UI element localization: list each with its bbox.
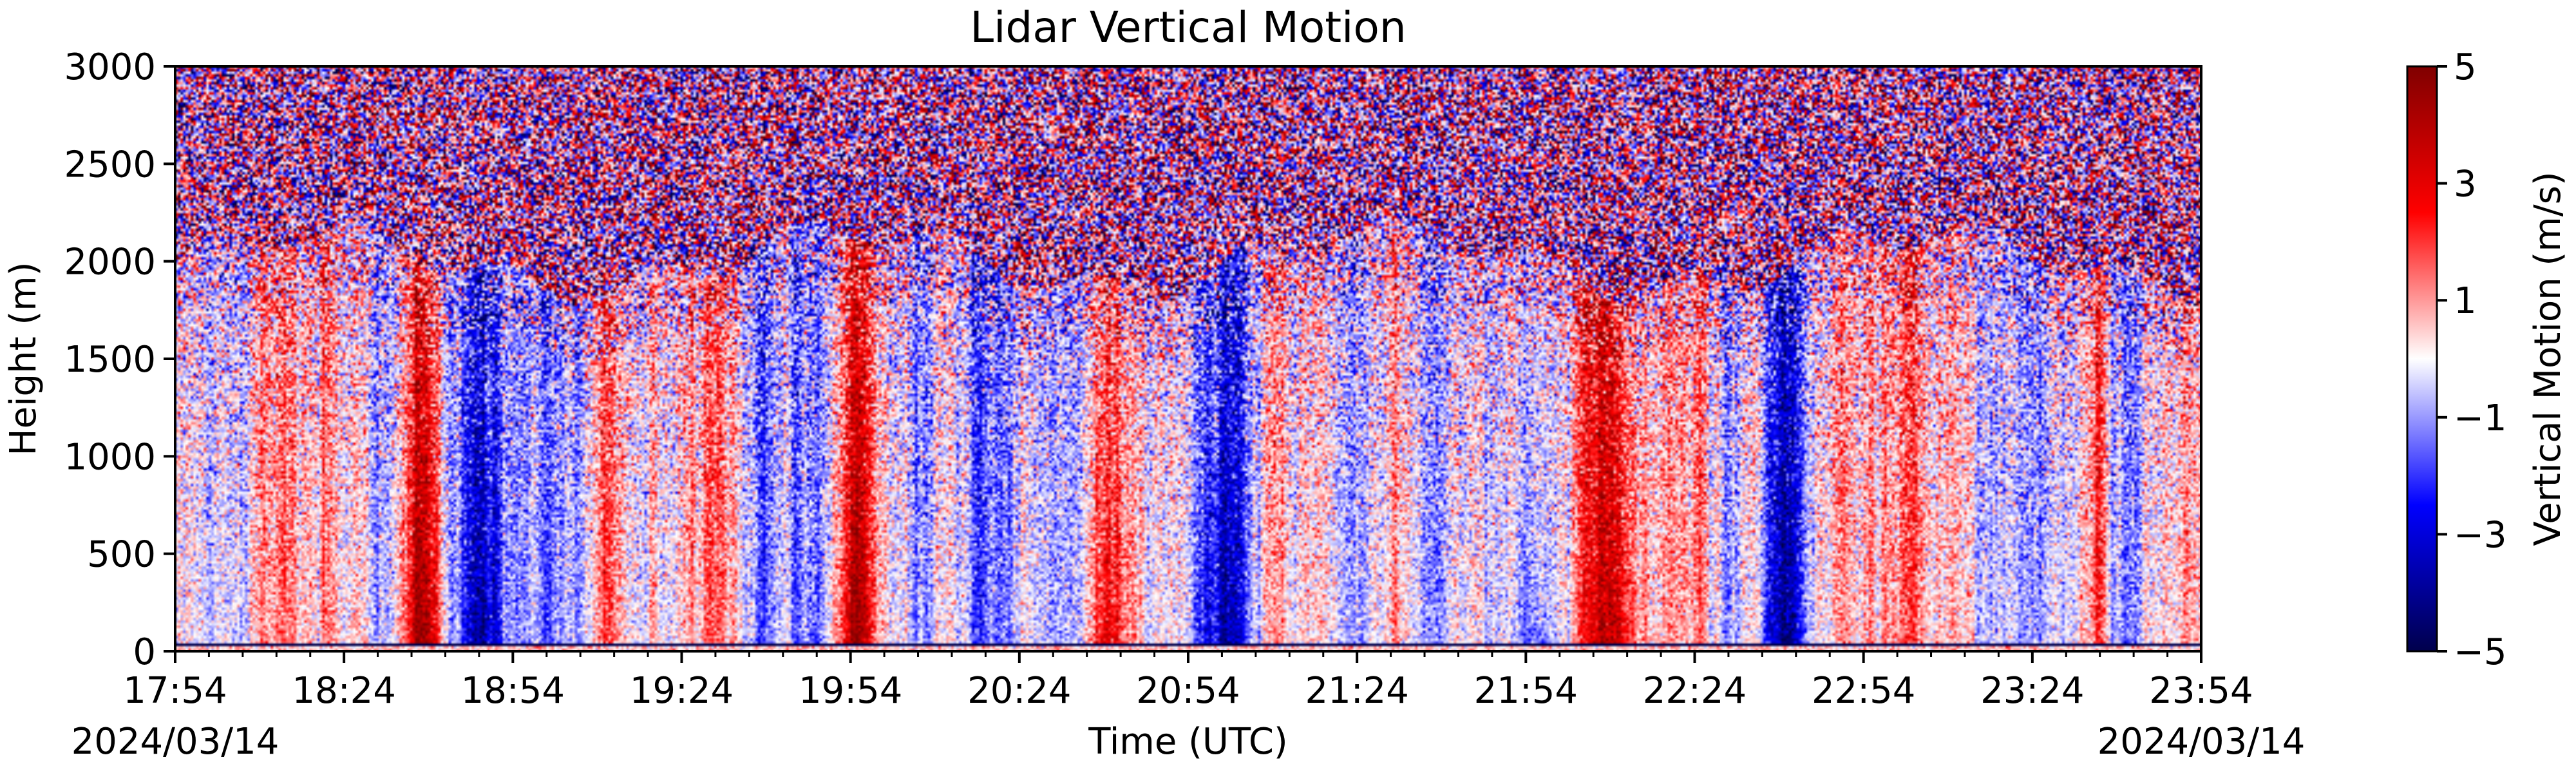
colorbar-axis: 5 3 1 −1 −3 −5 [2437, 46, 2507, 673]
x-tick-label: 20:24 [967, 670, 1071, 712]
x-tick-label: 23:24 [1980, 670, 2084, 712]
y-tick-label: 500 [87, 534, 156, 576]
colorbar-tick-label: −5 [2454, 631, 2507, 673]
x-tick-label: 19:24 [630, 670, 734, 712]
y-tick-label: 3000 [64, 46, 156, 88]
colorbar-tick-label: −1 [2454, 397, 2507, 439]
x-tick-label: 20:54 [1136, 670, 1240, 712]
x-axis-label: Time (UTC) [1088, 721, 1288, 763]
x-tick-label: 22:24 [1643, 670, 1747, 712]
x-tick-label: 21:24 [1305, 670, 1408, 712]
x-tick-label: 18:54 [461, 670, 565, 712]
x-tick-label: 23:54 [2149, 670, 2253, 712]
y-tick-label: 0 [133, 631, 156, 673]
start-date-label: 2024/03/14 [71, 721, 279, 763]
x-tick-label: 17:54 [123, 670, 227, 712]
colorbar [2406, 65, 2438, 653]
y-tick-label: 1000 [64, 436, 156, 478]
colorbar-tick-label: 1 [2454, 280, 2477, 322]
x-tick-label: 22:54 [1812, 670, 1915, 712]
heatmap-canvas [175, 66, 2201, 651]
colorbar-tick-label: 5 [2454, 46, 2477, 88]
x-axis: 17:54 18:24 18:54 19:24 19:54 20:24 20:54 21:24… [123, 651, 2253, 712]
y-tick-label: 1500 [64, 339, 156, 381]
colorbar-label: Vertical Motion (m/s) [2527, 171, 2569, 546]
y-axis-label: Height (m) [3, 262, 44, 455]
heatmap-area [175, 66, 2201, 651]
x-tick-label: 18:24 [292, 670, 395, 712]
x-tick-label: 21:54 [1474, 670, 1578, 712]
colorbar-tick-label: −3 [2454, 514, 2507, 556]
chart-title: Lidar Vertical Motion [970, 3, 1406, 52]
y-tick-label: 2500 [64, 144, 156, 186]
y-tick-label: 2000 [64, 242, 156, 283]
colorbar-tick-label: 3 [2454, 164, 2477, 205]
y-axis: 0 500 1000 1500 2000 2500 3000 [64, 46, 175, 673]
end-date-label: 2024/03/14 [2098, 721, 2306, 763]
x-tick-label: 19:54 [799, 670, 902, 712]
